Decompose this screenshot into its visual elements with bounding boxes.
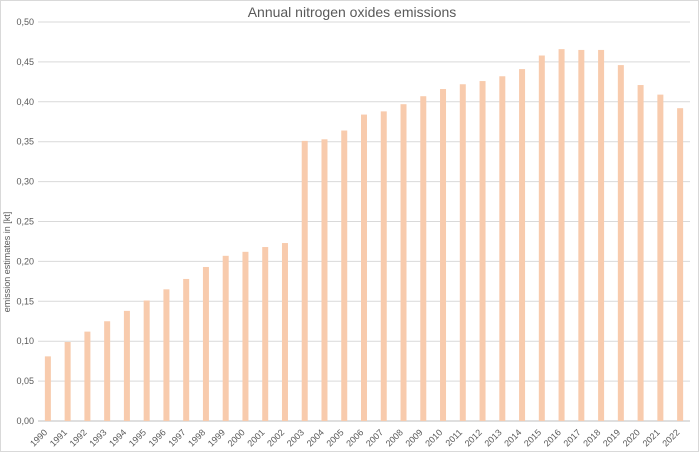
bar-2011 <box>459 84 466 421</box>
bar-2019 <box>617 65 624 421</box>
x-tick-label: 2005 <box>324 427 345 448</box>
x-tick-label: 1998 <box>186 427 207 448</box>
bar-2006 <box>361 114 367 422</box>
y-tick-label: 0,40 <box>16 97 34 107</box>
bar-2004 <box>321 139 328 421</box>
x-tick-label: 2010 <box>423 427 444 448</box>
x-tick-label: 2017 <box>562 427 583 448</box>
bar-1996 <box>163 289 170 421</box>
x-tick-label: 2020 <box>621 427 642 448</box>
bar-2018 <box>598 49 605 422</box>
x-tick-label: 2009 <box>403 427 424 448</box>
x-tick-label: 1992 <box>68 427 89 448</box>
y-tick-label: 0,10 <box>16 336 34 346</box>
bar-2007 <box>380 111 387 421</box>
x-tick-label: 2004 <box>305 427 326 448</box>
y-tick-label: 0,25 <box>16 217 34 227</box>
y-tick-label: 0,45 <box>16 57 34 67</box>
x-tick-label: 2021 <box>641 427 662 448</box>
x-tick-label: 2011 <box>443 427 464 448</box>
x-tick-label: 1997 <box>166 427 187 448</box>
bar-2005 <box>341 130 348 421</box>
x-tick-label: 2007 <box>364 427 385 448</box>
bar-1993 <box>104 321 111 421</box>
bar-2002 <box>281 243 288 421</box>
bar-2015 <box>538 55 545 422</box>
bar-2017 <box>578 49 585 422</box>
bar-2008 <box>400 104 407 421</box>
bar-2000 <box>242 251 249 421</box>
x-tick-label: 1990 <box>28 427 49 448</box>
bar-2014 <box>519 69 526 421</box>
bar-1991 <box>64 341 71 421</box>
y-tick-label: 0,05 <box>16 376 34 386</box>
y-tick-labels: 0,00 0,05 0,10 0,15 0,20 0,25 0,30 0,35 0,40 0,45… <box>16 17 34 426</box>
bar-2001 <box>262 247 269 421</box>
x-tick-label: 2015 <box>522 427 543 448</box>
bar-1990 <box>44 356 51 421</box>
y-tick-label: 0,30 <box>16 177 34 187</box>
bar-2013 <box>499 76 506 421</box>
bar-2010 <box>440 89 447 422</box>
x-tick-label: 2000 <box>226 427 247 448</box>
y-tick-label: 0,50 <box>16 17 34 27</box>
x-tick-label: 2018 <box>581 427 602 448</box>
y-tick-label: 0,15 <box>16 296 34 306</box>
x-tick-label: 2001 <box>245 427 266 448</box>
bars <box>44 49 684 422</box>
y-tick-label: 0,35 <box>16 137 34 147</box>
x-tick-label: 2022 <box>660 427 681 448</box>
x-tick-label: 1995 <box>127 427 148 448</box>
x-tick-label: 2019 <box>601 427 622 448</box>
x-tick-label: 1999 <box>206 427 227 448</box>
x-tick-label: 2014 <box>502 427 523 448</box>
y-tick-label: 0,20 <box>16 256 34 266</box>
x-tick-label: 1993 <box>87 427 108 448</box>
x-tick-label: 2016 <box>542 427 563 448</box>
bar-1999 <box>222 255 229 421</box>
x-tick-label: 2006 <box>344 427 365 448</box>
y-axis-label: emission estimates in [kt] <box>2 212 12 313</box>
bar-2016 <box>558 49 565 422</box>
x-tick-label: 2002 <box>265 427 286 448</box>
bar-1997 <box>183 278 190 421</box>
x-tick-label: 1991 <box>48 427 69 448</box>
chart-title: Annual nitrogen oxides emissions <box>248 4 457 20</box>
y-tick-label: 0,00 <box>16 416 34 426</box>
bar-1998 <box>202 266 209 421</box>
bar-1994 <box>123 310 130 421</box>
x-tick-label: 1994 <box>107 427 128 448</box>
bar-2003 <box>301 140 308 422</box>
x-tick-labels: 1990199119921993199419951996199719981999… <box>28 427 681 448</box>
x-tick-label: 2013 <box>482 427 503 448</box>
bar-2020 <box>637 85 644 422</box>
x-tick-label: 1996 <box>147 427 168 448</box>
x-tick-label: 2012 <box>463 427 484 448</box>
bar-1995 <box>143 300 150 421</box>
bar-2012 <box>479 81 486 421</box>
bar-2021 <box>657 94 664 422</box>
bar-2009 <box>420 96 427 422</box>
x-tick-label: 2003 <box>285 427 306 448</box>
bar-2022 <box>677 108 684 422</box>
bar-1992 <box>84 331 91 421</box>
x-tick-label: 2008 <box>384 427 405 448</box>
